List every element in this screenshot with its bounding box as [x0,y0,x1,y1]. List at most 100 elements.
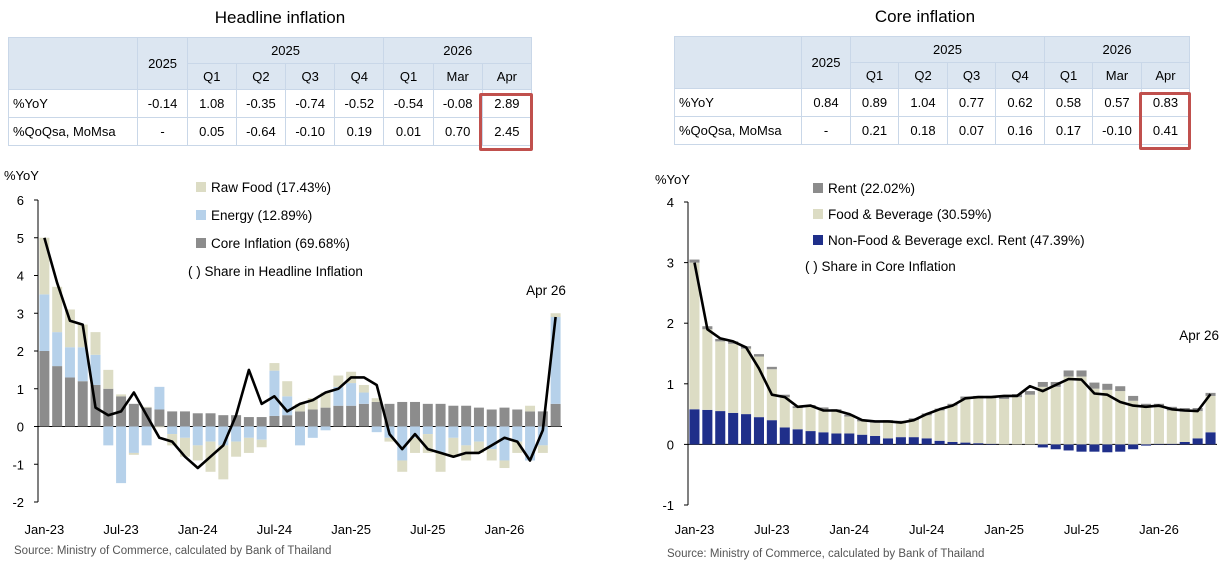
table-cell: -0.54 [383,89,434,118]
bar-segment [512,409,523,427]
bar-segment [818,409,829,433]
bar-segment [307,398,318,410]
col-q3-2025: Q3 [285,63,336,90]
legend-swatch [813,209,823,219]
y-tick-label: 4 [17,269,24,284]
bar-segment [103,426,114,446]
bar-segment [1089,444,1100,452]
bar-segment [64,347,75,378]
bar-segment [1153,443,1164,445]
bar-segment [550,403,561,427]
col-q1-2025: Q1 [186,63,237,90]
table-cell: -0.14 [137,89,188,118]
bar-segment [715,341,726,412]
y-tick-label: 4 [667,195,674,210]
bar-segment [39,294,50,351]
y-tick-label: 1 [667,377,674,392]
bar-segment [243,426,254,438]
bar-segment [128,403,139,427]
x-tick-label: Jul-25 [1064,522,1099,537]
bar-segment [831,433,842,445]
bar-segment [512,426,523,442]
bar-segment [1089,382,1100,389]
y-tick-label: -1 [662,498,674,513]
table-corner [674,36,802,89]
bar-segment [218,426,229,446]
legend-swatch [813,183,823,193]
y-tick-label: 5 [17,231,24,246]
bar-segment [90,354,101,385]
bar-segment [52,286,63,333]
bar-segment [973,398,984,444]
bar-segment [295,426,305,446]
bar-segment [960,442,971,445]
y-tick-label: 1 [17,382,24,397]
bar-segment [371,401,382,427]
bar-segment [435,403,446,427]
bar-segment [461,405,472,427]
bar-segment [792,429,803,445]
bar-segment [154,426,165,428]
bar-segment [1115,444,1126,452]
bar-segment [269,363,280,371]
y-tick-label: 0 [17,420,24,435]
bar-segment [256,439,267,448]
bar-segment [512,441,523,453]
bar-segment [1141,444,1152,446]
bar-segment [52,332,63,367]
y-tick-label: 2 [17,344,24,359]
bar-segment [422,426,433,435]
col-apr-2026: Apr [1141,62,1190,89]
bar-segment [307,426,318,438]
bar-segment [525,426,536,461]
bar-segment [461,426,472,446]
bar-segment [753,356,764,418]
y-tick-label: 0 [667,437,674,452]
bar-segment [179,411,190,427]
bar-segment [921,438,932,445]
bar-segment [410,426,421,438]
bar-segment [702,329,713,410]
bar-segment [499,426,510,461]
bar-segment [805,406,816,432]
bar-segment [1153,407,1164,444]
table-cell: 0.57 [1092,88,1142,117]
bar-segment [371,426,382,433]
bar-segment [205,413,216,427]
core-title: Core inflation [874,7,976,26]
bar-segment [947,405,958,442]
y-tick-label: 6 [17,193,24,208]
bar-segment [1115,391,1126,445]
bar-segment [1102,444,1113,453]
x-tick-label: Jan-24 [829,522,869,537]
bar-segment [818,407,829,410]
headline-table: 2025 2025 2026 Q1 Q2 Q3 Q4 Q1 Mar Apr %Y… [7,37,533,146]
bar-segment [167,426,178,435]
bar-segment [857,421,868,435]
bar-segment [410,401,421,427]
apr-26-annotation: Apr 26 [526,283,566,298]
col-q3-2025: Q3 [947,62,996,89]
year-2025-col: 2025 [801,36,851,89]
bar-segment [320,392,331,408]
bar-segment [908,437,919,445]
bar-segment [486,409,497,427]
legend-note: ( ) Share in Core Inflation [805,259,956,274]
bar-segment [192,426,203,446]
x-tick-label: Jan-23 [25,522,65,537]
bar-segment [141,426,152,446]
bar-segment [537,426,548,446]
bar-segment [128,452,139,455]
bar-segment [1192,411,1203,439]
table-cell: 2.45 [481,117,533,146]
bar-segment [256,417,267,427]
bar-segment [728,412,739,445]
table-cell: 0.07 [947,116,996,145]
col-apr-2026: Apr [481,63,533,90]
bar-segment [371,398,382,402]
bar-segment [116,426,127,484]
table-row: %QoQsa, MoMsa - 0.21 0.18 0.07 0.16 0.17… [674,116,1190,145]
bar-segment [1192,438,1203,445]
bar-segment [728,343,739,413]
bar-segment [753,417,764,445]
